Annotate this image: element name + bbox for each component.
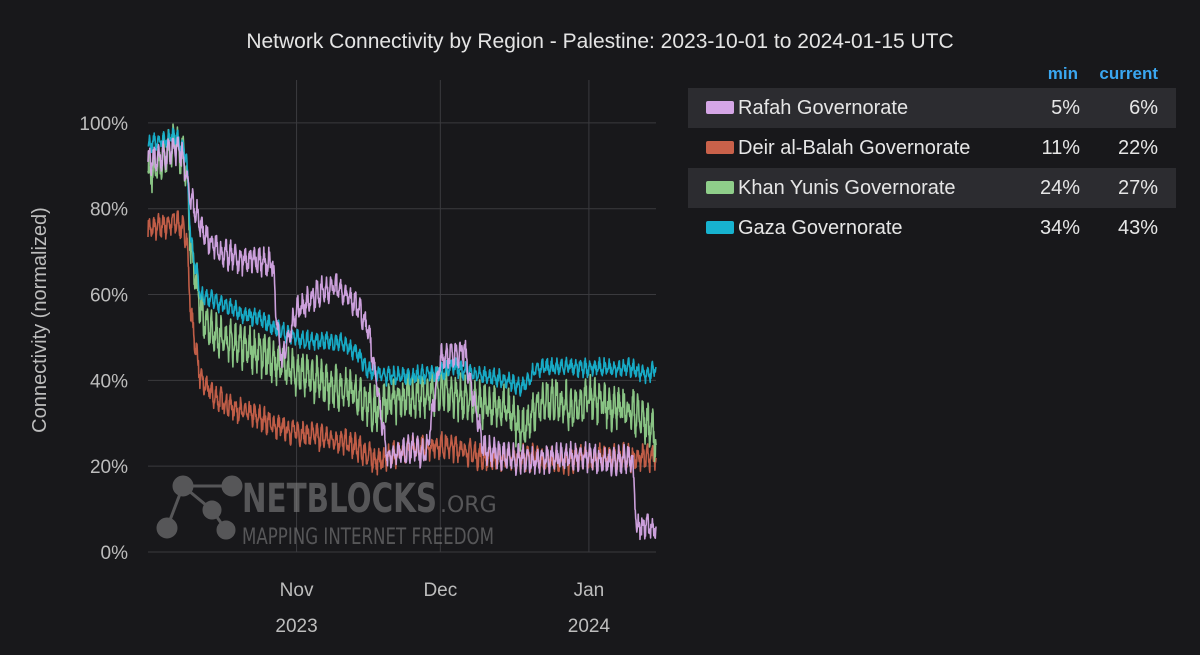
x-tick-label: Nov <box>280 580 314 601</box>
legend-item-current: 43% <box>1117 217 1158 239</box>
legend-item-current: 22% <box>1117 137 1158 159</box>
legend-swatch <box>706 101 734 114</box>
netblocks-network-icon <box>156 475 243 540</box>
legend-item-label: Deir al-Balah Governorate <box>738 137 971 159</box>
legend-swatch <box>706 141 734 154</box>
legend-min-header[interactable]: min <box>1047 64 1078 83</box>
legend-item-label: Gaza Governorate <box>738 217 903 239</box>
watermark-suffix: .ORG <box>440 493 497 518</box>
legend-item-label: Khan Yunis Governorate <box>738 177 956 199</box>
series-line-khan-yunis-governorate <box>147 123 657 463</box>
y-tick-label: 40% <box>90 371 128 392</box>
legend-item-khan-yunis[interactable]: Khan Yunis Governorate 24% 27% <box>688 168 1176 208</box>
legend-swatch <box>706 221 734 234</box>
y-axis-label: Connectivity (normalized) <box>29 207 51 433</box>
legend: min current Rafah Governorate 5% 6% Deir… <box>688 60 1176 248</box>
legend-item-gaza[interactable]: Gaza Governorate 34% 43% <box>688 208 1176 248</box>
legend-current-header[interactable]: current <box>1099 64 1158 83</box>
x-tick-year-label: 2024 <box>568 616 611 637</box>
y-tick-label: 80% <box>90 200 128 221</box>
legend-item-min: 24% <box>1039 177 1080 199</box>
y-tick-label: 60% <box>90 286 128 307</box>
legend-header: min current <box>688 60 1176 88</box>
x-tick-label: Jan <box>574 580 605 601</box>
legend-item-current: 6% <box>1129 97 1158 119</box>
chart-title: Network Connectivity by Region - Palesti… <box>246 30 953 53</box>
y-tick-label: 0% <box>101 543 129 564</box>
axes: 0% 20% 40% 60% 80% 100% Nov 2023 Dec Jan 2024 <box>79 114 610 637</box>
legend-item-min: 34% <box>1039 217 1080 239</box>
series-line-gaza-governorate <box>147 127 657 397</box>
watermark-brand: NETBLOCKS <box>242 476 437 522</box>
legend-swatch <box>706 181 734 194</box>
series-lines <box>147 123 657 541</box>
legend-item-min: 11% <box>1041 137 1080 159</box>
legend-item-deir-al-balah[interactable]: Deir al-Balah Governorate 11% 22% <box>688 128 1176 168</box>
legend-item-rafah[interactable]: Rafah Governorate 5% 6% <box>688 88 1176 128</box>
y-tick-label: 20% <box>90 457 128 478</box>
watermark-tagline: MAPPING INTERNET FREEDOM <box>242 525 494 550</box>
x-tick-year-label: 2023 <box>275 616 317 637</box>
legend-item-current: 27% <box>1117 177 1158 199</box>
watermark-logo: NETBLOCKS .ORG MAPPING INTERNET FREEDOM <box>156 475 497 550</box>
y-tick-label: 100% <box>79 114 128 135</box>
legend-item-min: 5% <box>1051 97 1080 119</box>
series-line-rafah-governorate <box>147 136 657 541</box>
x-tick-label: Dec <box>423 580 457 601</box>
legend-item-label: Rafah Governorate <box>738 97 909 119</box>
